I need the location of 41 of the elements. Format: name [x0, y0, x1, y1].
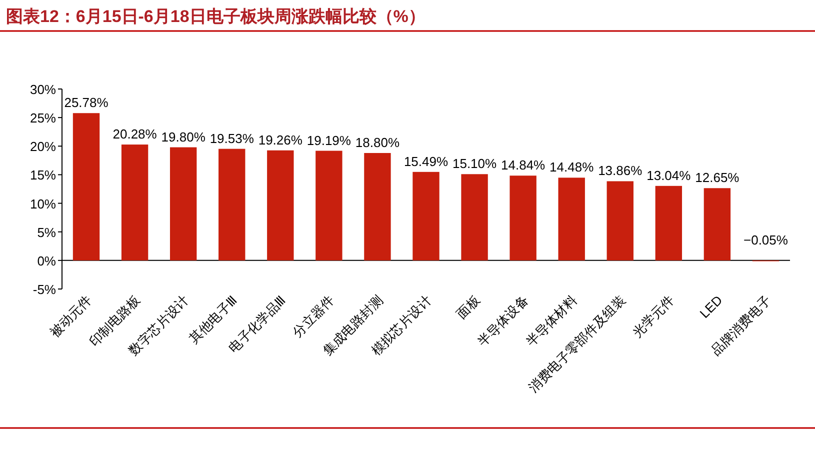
data-label: −0.05% — [744, 232, 788, 248]
data-label: 14.48% — [550, 160, 594, 175]
data-label: 13.86% — [598, 163, 643, 178]
y-tick-label: -5% — [32, 282, 56, 297]
bar — [704, 188, 731, 260]
y-tick-label: 15% — [30, 168, 56, 183]
data-label: 20.28% — [112, 126, 158, 142]
bar — [218, 148, 246, 260]
y-tick-label: 10% — [30, 196, 56, 212]
chart-title: 图表12：6月15日-6月18日电子板块周涨跌幅比较（%） — [6, 7, 426, 26]
bar — [655, 186, 682, 260]
y-tick-label: 25% — [30, 110, 56, 126]
bar — [316, 150, 342, 260]
data-label: 15.10% — [452, 156, 498, 172]
y-tick-label: 0% — [37, 253, 56, 268]
y-tick-label: 30% — [30, 82, 56, 97]
data-label: 18.80% — [355, 135, 400, 150]
bar — [364, 153, 391, 260]
data-label: 14.84% — [501, 158, 546, 173]
y-tick-label: 5% — [37, 224, 56, 240]
bar — [510, 176, 536, 260]
data-label: 25.78% — [64, 95, 109, 110]
bar — [267, 150, 294, 260]
data-label: 19.53% — [210, 130, 254, 146]
x-tick-label: 面板 — [454, 292, 483, 322]
data-label: 12.65% — [695, 170, 740, 186]
bar — [461, 174, 488, 260]
data-label: 19.26% — [258, 132, 303, 148]
data-label: 19.80% — [161, 129, 206, 144]
bar — [170, 147, 197, 260]
bar — [121, 144, 148, 260]
bar — [606, 181, 634, 260]
bar — [412, 172, 440, 260]
data-label: 13.04% — [646, 168, 692, 183]
x-tick-label: LED — [696, 292, 726, 322]
data-label: 19.19% — [306, 132, 352, 148]
x-tick-label: 光学元件 — [629, 292, 677, 340]
bar — [558, 178, 585, 260]
data-label: 15.49% — [404, 154, 448, 169]
y-tick-label: 20% — [30, 139, 56, 154]
bar — [72, 113, 100, 260]
